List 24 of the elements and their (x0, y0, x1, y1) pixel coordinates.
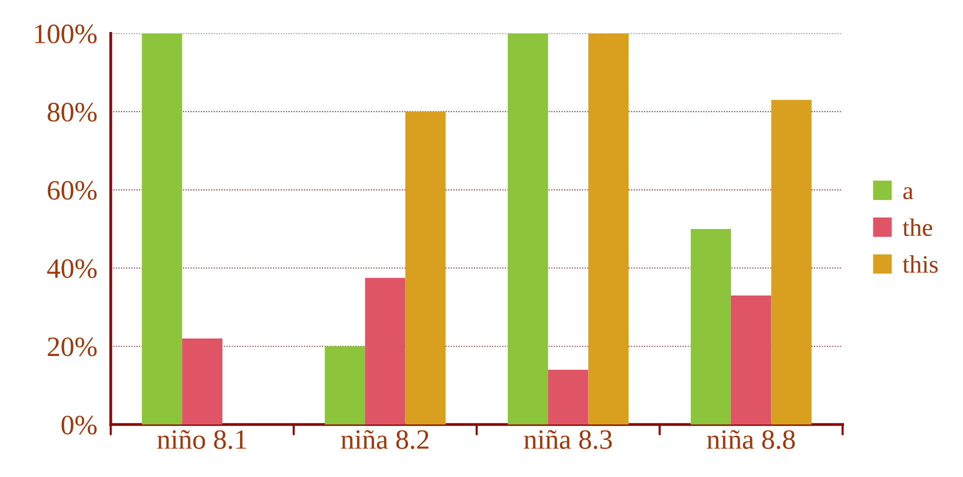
y-tick-label: 60% (48, 181, 97, 200)
x-tick-label: niña 8.3 (524, 430, 612, 450)
legend-label: a (903, 187, 914, 200)
y-tick-label: 40% (47, 259, 97, 278)
bar (690, 228, 732, 425)
x-tick-label: niña 8.8 (707, 430, 795, 450)
legend-label: this (902, 255, 938, 273)
x-tick-label: niño 8.1 (157, 430, 246, 450)
bar (182, 338, 222, 425)
y-tick-label: 80% (48, 102, 97, 122)
bar (508, 33, 548, 425)
legend-label: the (902, 218, 932, 236)
bar (548, 370, 588, 425)
bar (731, 295, 772, 425)
y-tick-label: 20% (48, 337, 97, 356)
y-tick-label: 100% (35, 24, 97, 44)
bar (588, 33, 629, 425)
bar (365, 278, 406, 425)
bar (142, 33, 182, 425)
bar (771, 100, 812, 425)
bar (405, 112, 446, 425)
y-tick-label: 0% (62, 416, 97, 435)
bar (324, 346, 366, 425)
x-tick-label: niña 8.2 (341, 430, 428, 450)
